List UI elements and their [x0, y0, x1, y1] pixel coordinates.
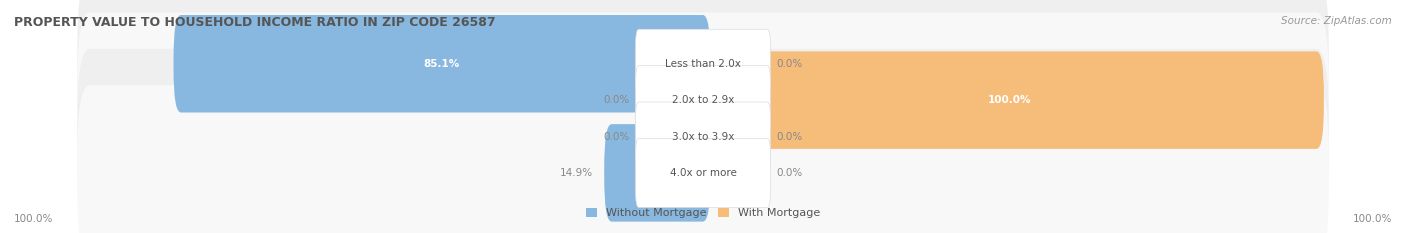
Text: 100.0%: 100.0% — [988, 95, 1032, 105]
FancyBboxPatch shape — [636, 66, 770, 135]
FancyBboxPatch shape — [636, 102, 770, 171]
Text: 3.0x to 3.9x: 3.0x to 3.9x — [672, 131, 734, 141]
Text: 2.0x to 2.9x: 2.0x to 2.9x — [672, 95, 734, 105]
Legend: Without Mortgage, With Mortgage: Without Mortgage, With Mortgage — [586, 208, 820, 218]
Text: Source: ZipAtlas.com: Source: ZipAtlas.com — [1281, 16, 1392, 26]
Text: 100.0%: 100.0% — [14, 214, 53, 224]
Text: 14.9%: 14.9% — [560, 168, 593, 178]
Text: 0.0%: 0.0% — [603, 95, 630, 105]
Text: 0.0%: 0.0% — [776, 131, 803, 141]
Text: 0.0%: 0.0% — [776, 59, 803, 69]
FancyBboxPatch shape — [605, 124, 710, 222]
FancyBboxPatch shape — [77, 13, 1329, 188]
FancyBboxPatch shape — [636, 138, 770, 207]
FancyBboxPatch shape — [636, 29, 770, 98]
Text: Less than 2.0x: Less than 2.0x — [665, 59, 741, 69]
Text: 0.0%: 0.0% — [603, 131, 630, 141]
Text: 85.1%: 85.1% — [423, 59, 460, 69]
Text: 100.0%: 100.0% — [1353, 214, 1392, 224]
Text: 0.0%: 0.0% — [776, 168, 803, 178]
FancyBboxPatch shape — [77, 49, 1329, 224]
FancyBboxPatch shape — [696, 51, 1324, 149]
FancyBboxPatch shape — [77, 85, 1329, 233]
FancyBboxPatch shape — [77, 0, 1329, 151]
Text: PROPERTY VALUE TO HOUSEHOLD INCOME RATIO IN ZIP CODE 26587: PROPERTY VALUE TO HOUSEHOLD INCOME RATIO… — [14, 16, 496, 29]
FancyBboxPatch shape — [173, 15, 710, 113]
Text: 4.0x or more: 4.0x or more — [669, 168, 737, 178]
